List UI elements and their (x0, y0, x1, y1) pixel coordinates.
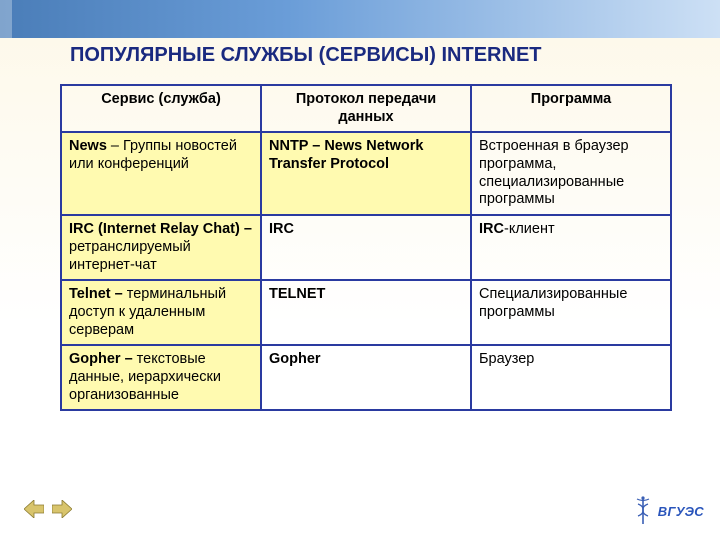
table-row: News – Группы новостей или конференцийNN… (61, 132, 671, 215)
cell-lead: Telnet – (69, 286, 123, 302)
cell-lead: IRC (479, 221, 504, 237)
cell-lead: News (69, 138, 107, 154)
caduceus-icon (634, 496, 652, 526)
table-cell: TELNET (261, 280, 471, 345)
table-row: IRC (Internet Relay Chat) – ретранслируе… (61, 215, 671, 280)
slide-title: ПОПУЛЯРНЫЕ СЛУЖБЫ (СЕРВИСЫ) INTERNET (70, 44, 680, 67)
cell-lead: IRC (Internet Relay Chat) – (69, 221, 252, 237)
cell-rest: ретранслируемый интернет-чат (69, 239, 191, 273)
arrow-left-icon[interactable] (24, 500, 44, 518)
cell-lead: Gopher (269, 351, 321, 367)
table-row: Gopher – текстовые данные, иерархически … (61, 345, 671, 410)
footer-logo: ВГУЭС (634, 496, 704, 526)
cell-rest: -клиент (504, 221, 555, 237)
header-accent-bar (0, 0, 720, 38)
slide: ПОПУЛЯРНЫЕ СЛУЖБЫ (СЕРВИСЫ) INTERNET Сер… (0, 0, 720, 540)
table-row: Telnet – терминальный доступ к удаленным… (61, 280, 671, 345)
table-cell: Gopher – текстовые данные, иерархически … (61, 345, 261, 410)
table-cell: IRC (261, 215, 471, 280)
cell-lead: NNTP – News Network Transfer Protocol (269, 138, 423, 172)
table-cell: Gopher (261, 345, 471, 410)
cell-lead: TELNET (269, 286, 325, 302)
table-cell: Telnet – терминальный доступ к удаленным… (61, 280, 261, 345)
table-cell: News – Группы новостей или конференций (61, 132, 261, 215)
cell-lead: Gopher – (69, 351, 133, 367)
table-cell: Встроенная в браузер программа, специали… (471, 132, 671, 215)
nav-arrows (24, 500, 72, 518)
cell-rest: Специализированные программы (479, 286, 627, 320)
cell-rest: Встроенная в браузер программа, специали… (479, 138, 629, 207)
services-table: Сервис (служба) Протокол передачи данных… (60, 84, 672, 411)
col-header-program: Программа (471, 85, 671, 132)
col-header-service: Сервис (служба) (61, 85, 261, 132)
table-cell: IRC (Internet Relay Chat) – ретранслируе… (61, 215, 261, 280)
table-body: News – Группы новостей или конференцийNN… (61, 132, 671, 410)
cell-rest: Браузер (479, 351, 534, 367)
col-header-protocol: Протокол передачи данных (261, 85, 471, 132)
table-cell: Браузер (471, 345, 671, 410)
arrow-right-icon[interactable] (52, 500, 72, 518)
table-cell: IRC-клиент (471, 215, 671, 280)
footer-logo-text: ВГУЭС (658, 504, 704, 519)
cell-lead: IRC (269, 221, 294, 237)
table-cell: Специализированные программы (471, 280, 671, 345)
table-header-row: Сервис (служба) Протокол передачи данных… (61, 85, 671, 132)
table-cell: NNTP – News Network Transfer Protocol (261, 132, 471, 215)
